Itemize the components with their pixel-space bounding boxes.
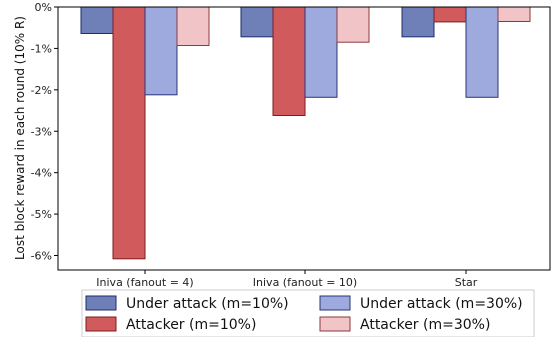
legend-swatch	[319, 295, 351, 311]
bar-series1-cat1	[272, 6, 306, 117]
y-tick-label: -2%	[31, 84, 52, 97]
plot-frame	[57, 6, 551, 271]
legend-label: Under attack (m=10%)	[126, 296, 289, 312]
y-tick-label: -6%	[31, 250, 52, 263]
bar-series0-cat0	[80, 6, 114, 35]
x-tick-label: Iniva (fanout = 4)	[96, 276, 193, 289]
y-tick-label: -5%	[31, 208, 52, 221]
legend-swatch	[319, 316, 351, 332]
legend: Under attack (m=10%) Attacker (m=10%) Unde…	[81, 289, 535, 337]
legend-box	[81, 289, 535, 337]
bar-series3-cat0	[176, 6, 210, 47]
bars-group	[80, 6, 531, 260]
bar-series2-cat1	[304, 6, 338, 98]
legend-swatch	[85, 295, 117, 311]
legend-swatch	[85, 316, 117, 332]
bar-series2-cat2	[465, 6, 499, 98]
x-tick-label: Star	[455, 276, 478, 289]
bar-series0-cat1	[240, 6, 274, 38]
legend-label: Under attack (m=30%)	[360, 296, 523, 312]
bar-series2-cat0	[144, 6, 178, 96]
y-tick-label: -3%	[31, 125, 52, 138]
bar-series1-cat0	[112, 6, 146, 260]
bar-series1-cat2	[433, 6, 467, 23]
bar-series3-cat2	[497, 6, 531, 22]
y-tick-label: -1%	[31, 42, 52, 55]
bar-series0-cat2	[401, 6, 435, 38]
bar-series3-cat1	[336, 6, 370, 43]
y-tick-label: 0%	[35, 1, 52, 14]
legend-label: Attacker (m=10%)	[126, 317, 256, 333]
legend-label: Attacker (m=30%)	[360, 317, 490, 333]
y-tick-label: -4%	[31, 167, 52, 180]
y-ticks: 0% -1% -2% -3% -4% -5% -6%	[31, 1, 58, 263]
x-tick-label: Iniva (fanout = 10)	[253, 276, 357, 289]
y-axis-label: Lost block reward in each round (10% R)	[13, 16, 27, 260]
x-ticks: Iniva (fanout = 4) Iniva (fanout = 10) Sta…	[96, 270, 478, 289]
